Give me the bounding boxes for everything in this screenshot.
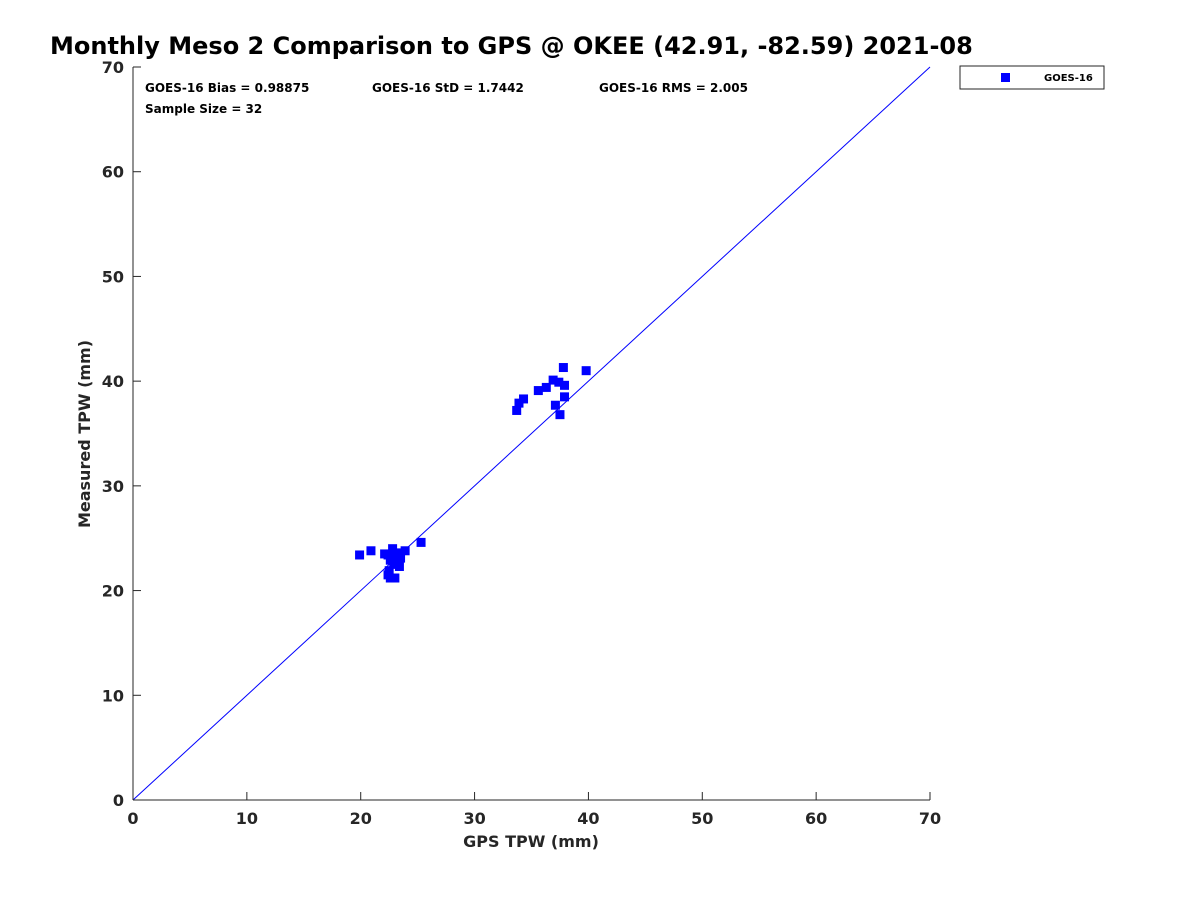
bias-text: GOES-16 Bias = 0.98875 bbox=[145, 81, 309, 95]
data-point bbox=[541, 382, 551, 392]
x-tick-label: 50 bbox=[691, 809, 713, 828]
data-point bbox=[400, 546, 410, 556]
data-point bbox=[393, 548, 403, 558]
data-point bbox=[416, 537, 426, 547]
y-tick-label: 50 bbox=[102, 267, 124, 286]
legend-box bbox=[959, 65, 1105, 90]
x-axis-ticks: 0 10 20 30 40 50 60 70 bbox=[127, 809, 941, 828]
x-tick-label: 60 bbox=[805, 809, 827, 828]
x-tick-label: 70 bbox=[919, 809, 941, 828]
x-axis-label: GPS TPW (mm) bbox=[463, 832, 599, 851]
y-tick-label: 70 bbox=[102, 58, 124, 77]
data-point bbox=[533, 386, 543, 396]
data-point bbox=[514, 398, 524, 408]
y-tick-label: 40 bbox=[102, 372, 124, 391]
data-point bbox=[512, 405, 522, 415]
data-point bbox=[394, 561, 404, 571]
x-tick-label: 20 bbox=[350, 809, 372, 828]
data-point bbox=[560, 380, 570, 390]
y-tick-label: 60 bbox=[102, 163, 124, 182]
data-point bbox=[554, 377, 564, 387]
reference-line bbox=[132, 66, 931, 801]
data-point bbox=[389, 550, 399, 560]
sample-size-text: Sample Size = 32 bbox=[145, 102, 262, 116]
data-points bbox=[355, 363, 591, 583]
legend: GOES-16 bbox=[959, 65, 1105, 90]
data-point bbox=[548, 375, 558, 385]
stats-annotation: GOES-16 Bias = 0.98875 GOES-16 StD = 1.7… bbox=[145, 81, 748, 116]
rms-text: GOES-16 RMS = 2.005 bbox=[599, 81, 748, 95]
y-tick-label: 0 bbox=[113, 791, 124, 810]
data-point bbox=[383, 550, 393, 560]
data-point bbox=[390, 573, 400, 583]
data-point bbox=[581, 366, 591, 376]
std-text: GOES-16 StD = 1.7442 bbox=[372, 81, 524, 95]
y-tick-label: 30 bbox=[102, 477, 124, 496]
data-point bbox=[550, 400, 560, 410]
x-tick-label: 30 bbox=[463, 809, 485, 828]
data-point bbox=[519, 394, 529, 404]
x-tick-label: 0 bbox=[127, 809, 138, 828]
x-tick-label: 10 bbox=[236, 809, 258, 828]
y-axis-label: Measured TPW (mm) bbox=[75, 340, 94, 528]
legend-label: GOES-16 bbox=[1044, 73, 1093, 84]
data-point bbox=[560, 392, 570, 402]
chart-title: Monthly Meso 2 Comparison to GPS @ OKEE … bbox=[50, 32, 973, 60]
axes bbox=[132, 66, 931, 801]
plot-area bbox=[132, 66, 931, 801]
y-axis-ticks: 0 10 20 30 40 50 60 70 bbox=[102, 58, 124, 810]
data-point bbox=[355, 550, 365, 560]
y-tick-label: 10 bbox=[102, 686, 124, 705]
x-tick-label: 40 bbox=[577, 809, 599, 828]
data-point bbox=[383, 570, 393, 580]
data-point bbox=[388, 544, 398, 554]
data-point bbox=[366, 546, 376, 556]
data-point bbox=[555, 410, 565, 420]
legend-marker bbox=[1001, 73, 1010, 82]
y-tick-label: 20 bbox=[102, 582, 124, 601]
data-point bbox=[392, 556, 402, 566]
data-point bbox=[558, 363, 568, 373]
